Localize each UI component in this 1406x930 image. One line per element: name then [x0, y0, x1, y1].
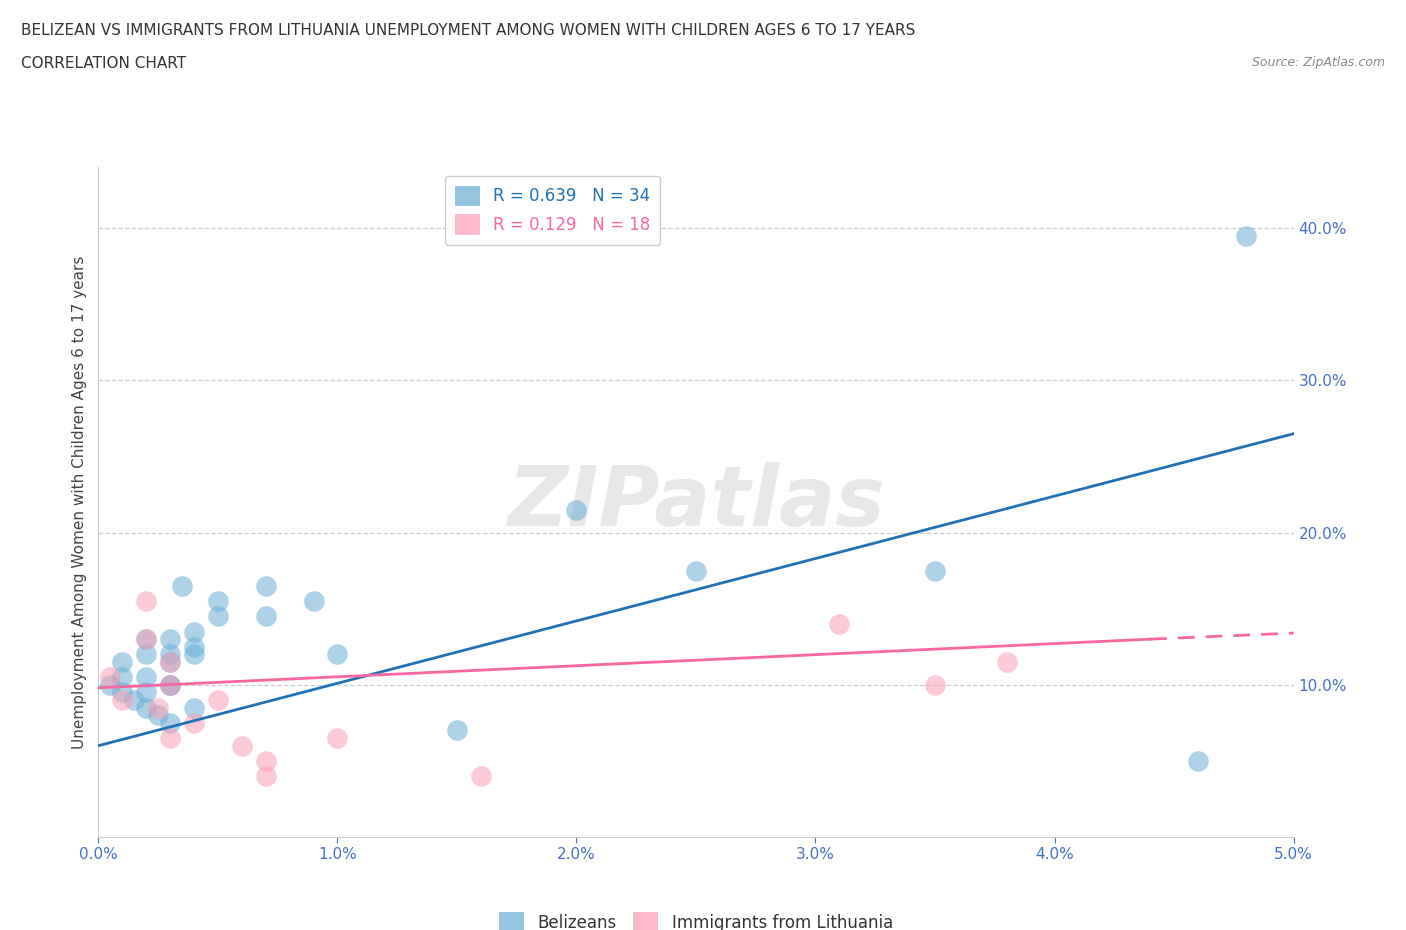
Point: [159, 731, 181, 746]
Point: [124, 693, 146, 708]
Point: [111, 670, 134, 684]
Point: [98, 677, 122, 692]
Point: [254, 609, 277, 624]
Point: [207, 693, 229, 708]
Point: [565, 502, 588, 517]
Point: [135, 631, 157, 646]
Y-axis label: Unemployment Among Women with Children Ages 6 to 17 years: Unemployment Among Women with Children A…: [72, 256, 87, 749]
Point: [828, 617, 851, 631]
Point: [159, 655, 181, 670]
Point: [231, 738, 253, 753]
Point: [111, 685, 134, 700]
Point: [183, 647, 205, 662]
Point: [470, 769, 492, 784]
Point: [183, 639, 205, 654]
Point: [159, 677, 181, 692]
Point: [995, 655, 1018, 670]
Point: [159, 677, 181, 692]
Text: ZIPatlas: ZIPatlas: [508, 461, 884, 543]
Point: [98, 670, 122, 684]
Point: [924, 564, 946, 578]
Point: [159, 631, 181, 646]
Point: [159, 715, 181, 730]
Point: [207, 593, 229, 608]
Point: [135, 670, 157, 684]
Point: [254, 769, 277, 784]
Point: [148, 708, 170, 723]
Point: [326, 647, 349, 662]
Point: [172, 578, 194, 593]
Text: BELIZEAN VS IMMIGRANTS FROM LITHUANIA UNEMPLOYMENT AMONG WOMEN WITH CHILDREN AGE: BELIZEAN VS IMMIGRANTS FROM LITHUANIA UN…: [21, 23, 915, 38]
Legend: Belizeans, Immigrants from Lithuania: Belizeans, Immigrants from Lithuania: [492, 906, 900, 930]
Point: [135, 593, 157, 608]
Point: [159, 647, 181, 662]
Point: [326, 731, 349, 746]
Point: [159, 655, 181, 670]
Point: [302, 593, 325, 608]
Point: [254, 753, 277, 768]
Point: [1234, 229, 1257, 244]
Point: [254, 578, 277, 593]
Point: [207, 609, 229, 624]
Text: CORRELATION CHART: CORRELATION CHART: [21, 56, 186, 71]
Point: [159, 677, 181, 692]
Point: [111, 693, 134, 708]
Point: [135, 631, 157, 646]
Point: [135, 685, 157, 700]
Point: [183, 700, 205, 715]
Point: [1187, 753, 1209, 768]
Point: [135, 700, 157, 715]
Point: [183, 624, 205, 639]
Point: [685, 564, 707, 578]
Point: [135, 647, 157, 662]
Text: Source: ZipAtlas.com: Source: ZipAtlas.com: [1251, 56, 1385, 69]
Point: [924, 677, 946, 692]
Point: [148, 700, 170, 715]
Point: [111, 655, 134, 670]
Point: [183, 715, 205, 730]
Point: [446, 723, 468, 737]
